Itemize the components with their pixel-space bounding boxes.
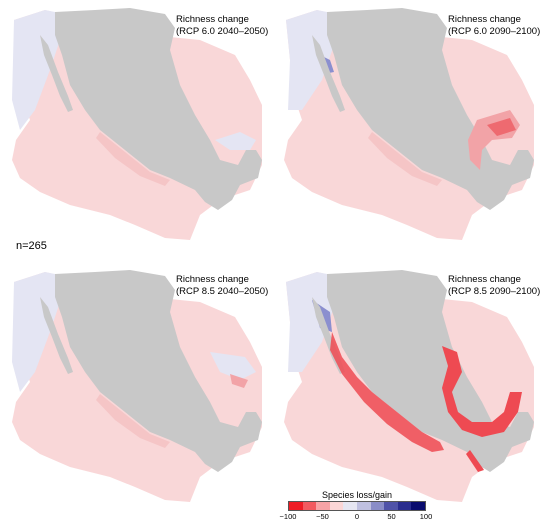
legend-swatch: [397, 502, 412, 510]
legend-tick-label: 50: [387, 512, 396, 521]
legend-ticks: −100 −50 0 50 100: [280, 512, 433, 524]
legend-swatch: [356, 502, 371, 510]
richness-map: [12, 8, 262, 240]
legend-swatch: [343, 502, 357, 510]
panel-title: Richness change (RCP 8.5 2040–2050): [176, 274, 269, 297]
legend-tick-label: −100: [279, 512, 297, 521]
legend-title: Species loss/gain: [321, 490, 393, 500]
map-panel-rcp60-2040: Richness change (RCP 6.0 2040–2050): [0, 0, 272, 250]
panel-title: Richness change (RCP 6.0 2090–2100): [448, 14, 541, 37]
richness-map: [12, 270, 262, 502]
legend-swatch: [384, 502, 398, 510]
legend-tick-label: −50: [316, 512, 329, 521]
map-panel-rcp85-2040: Richness change (RCP 8.5 2040–2050): [0, 262, 272, 512]
richness-map: [284, 270, 534, 502]
legend-swatch: [289, 502, 303, 510]
legend-swatch: [411, 502, 425, 510]
legend-swatch: [302, 502, 317, 510]
legend-swatch: [370, 502, 385, 510]
legend-swatch: [329, 502, 344, 510]
panel-title: Richness change (RCP 6.0 2040–2050): [176, 14, 269, 37]
color-legend: Species loss/gain −100 −50 0 50 100: [280, 490, 433, 524]
legend-swatch: [316, 502, 330, 510]
sample-size-label: n=265: [16, 240, 47, 252]
panel-title: Richness change (RCP 8.5 2090–2100): [448, 274, 541, 297]
map-panel-rcp85-2090: Richness change (RCP 8.5 2090–2100): [272, 262, 544, 512]
legend-tick-label: 100: [419, 512, 433, 521]
richness-map: [284, 8, 534, 240]
map-panel-rcp60-2090: Richness change (RCP 6.0 2090–2100): [272, 0, 544, 250]
legend-tick-label: 0: [354, 512, 360, 521]
legend-colorbar: [288, 501, 426, 511]
